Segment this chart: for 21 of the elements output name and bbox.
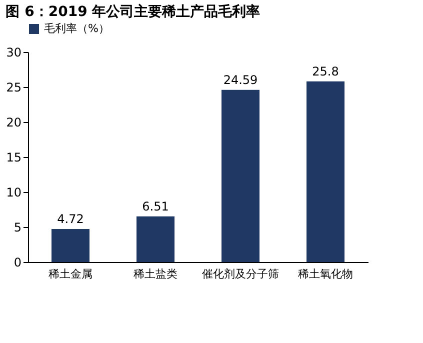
chart-title: 图 6：2019 年公司主要稀土产品毛利率 [6, 3, 260, 20]
x-tick-label: 稀土氧化物 [298, 268, 353, 280]
x-tick-label: 催化剂及分子筛 [202, 268, 279, 280]
y-tick-label: 0 [14, 256, 22, 270]
bar [222, 90, 260, 262]
y-tick-label: 5 [14, 220, 22, 234]
legend-label: 毛利率（%） [44, 22, 110, 35]
data-label: 25.8 [312, 64, 339, 78]
bar [52, 228, 90, 262]
y-tick-label: 25 [6, 80, 22, 94]
bar [306, 81, 344, 262]
y-tick-label: 10 [6, 186, 22, 200]
y-tick-label: 15 [6, 150, 22, 164]
x-tick-label: 稀土金属 [48, 268, 92, 280]
data-label: 24.59 [223, 72, 258, 87]
y-tick-label: 20 [6, 116, 22, 130]
bar [136, 216, 174, 262]
y-tick-label: 30 [6, 46, 22, 60]
data-label: 4.72 [57, 212, 84, 226]
data-label: 6.51 [142, 199, 169, 214]
x-tick-label: 稀土盐类 [134, 268, 178, 280]
